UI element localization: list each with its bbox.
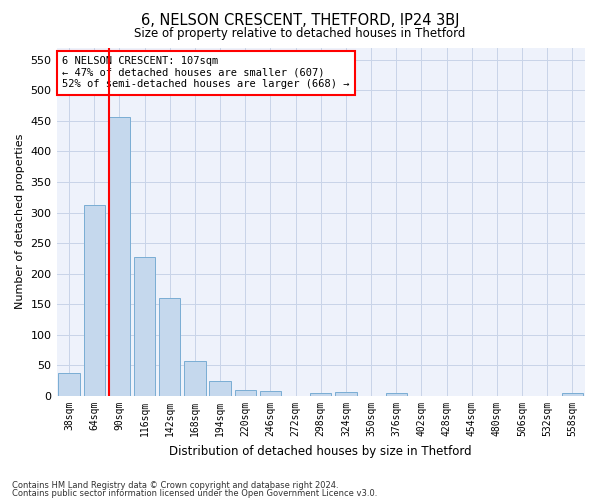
Bar xyxy=(109,116,130,396)
Bar xyxy=(159,298,181,396)
X-axis label: Distribution of detached houses by size in Thetford: Distribution of detached houses by size … xyxy=(169,444,472,458)
Bar xyxy=(83,204,105,396)
Text: Size of property relative to detached houses in Thetford: Size of property relative to detached ho… xyxy=(134,28,466,40)
Bar xyxy=(260,390,281,396)
Bar xyxy=(209,381,231,396)
Bar xyxy=(386,393,407,396)
Bar xyxy=(335,392,356,396)
Text: Contains HM Land Registry data © Crown copyright and database right 2024.: Contains HM Land Registry data © Crown c… xyxy=(12,480,338,490)
Text: Contains public sector information licensed under the Open Government Licence v3: Contains public sector information licen… xyxy=(12,489,377,498)
Bar xyxy=(562,393,583,396)
Bar xyxy=(235,390,256,396)
Text: 6 NELSON CRESCENT: 107sqm
← 47% of detached houses are smaller (607)
52% of semi: 6 NELSON CRESCENT: 107sqm ← 47% of detac… xyxy=(62,56,349,90)
Text: 6, NELSON CRESCENT, THETFORD, IP24 3BJ: 6, NELSON CRESCENT, THETFORD, IP24 3BJ xyxy=(141,12,459,28)
Bar xyxy=(310,393,331,396)
Y-axis label: Number of detached properties: Number of detached properties xyxy=(15,134,25,310)
Bar xyxy=(184,361,206,396)
Bar xyxy=(58,373,80,396)
Bar xyxy=(134,257,155,396)
